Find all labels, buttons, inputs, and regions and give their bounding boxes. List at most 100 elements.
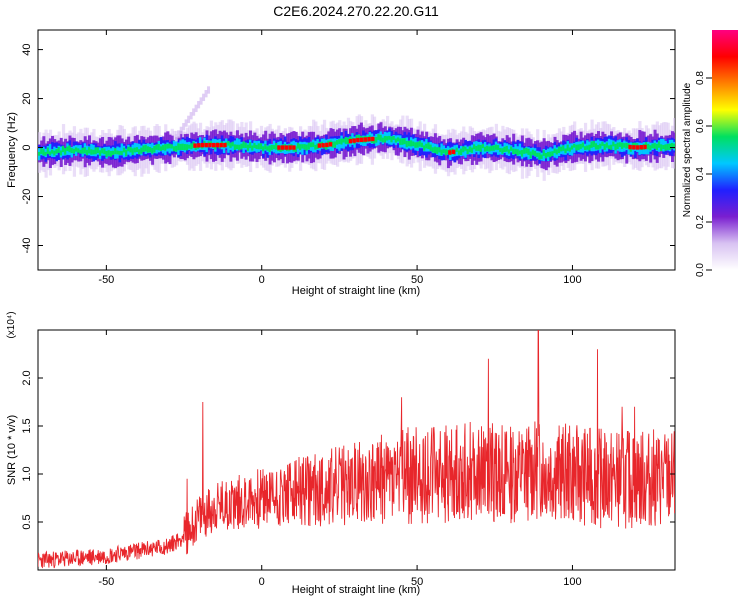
spectrogram-cell <box>107 150 110 156</box>
spectrogram-cell <box>464 146 467 151</box>
spectrogram-cell <box>309 142 313 148</box>
spectrogram-cell <box>146 146 149 153</box>
spectrogram-cell <box>168 143 171 149</box>
spectrogram-streak-cell <box>194 104 198 113</box>
spectrogram-cell <box>555 149 558 155</box>
spectrogram-cell <box>610 139 613 149</box>
spectrogram-cell <box>446 149 450 155</box>
spectrogram-cell <box>103 148 106 155</box>
spectrogram-streak-cell <box>174 134 178 142</box>
spectrogram-cell <box>270 144 273 151</box>
spectrogram-cell <box>436 147 439 154</box>
spectrogram-cell <box>307 142 310 150</box>
spectrogram-cell <box>344 136 347 144</box>
spectrogram-cell <box>46 147 49 155</box>
spectrogram-cell <box>235 144 239 150</box>
spectrogram-cell <box>92 149 95 155</box>
spectrogram-cell <box>185 144 189 151</box>
spectrogram-streak-cell <box>192 108 196 116</box>
spectrogram-cell <box>599 143 602 149</box>
spectrogram-peak-cell <box>325 142 329 148</box>
spectrogram-cell <box>666 143 669 150</box>
spectrogram-cell <box>401 138 404 145</box>
spectrogram-xtick-label: 50 <box>411 274 423 286</box>
spectrogram-cell <box>377 134 380 140</box>
spectrogram-cell <box>351 137 354 142</box>
spectrogram-cell <box>262 146 265 152</box>
spectrogram-peak-cell <box>363 137 368 142</box>
spectrogram-streak-cell <box>179 126 183 135</box>
spectrogram-cell <box>425 143 428 149</box>
spectrogram-cell <box>527 148 530 155</box>
spectrogram-cell <box>503 146 506 153</box>
spectrogram-cell <box>94 147 97 155</box>
colorbar-tick-label: 0.6 <box>695 119 706 133</box>
snr-xtick-label: 100 <box>563 576 581 588</box>
spectrogram-cell <box>566 144 569 151</box>
snr-xlabel: Height of straight line (km) <box>292 584 420 596</box>
spectrogram-cell <box>240 143 243 150</box>
spectrogram-peak-cell <box>284 145 289 150</box>
spectrogram-cell <box>175 145 178 152</box>
spectrogram-cell <box>466 148 469 155</box>
spectrogram-cell <box>164 144 167 151</box>
spectrogram-cell <box>122 147 126 153</box>
spectrogram-cell <box>473 144 476 150</box>
spectrogram-cell <box>616 142 619 150</box>
spectrogram-cell <box>294 142 298 151</box>
spectrogram-cell <box>583 146 587 151</box>
spectrogram-cell <box>525 147 528 154</box>
spectrogram-cell <box>605 142 608 148</box>
spectrogram-cell <box>533 150 537 156</box>
spectrogram-cell <box>105 150 108 158</box>
colorbar-strip <box>712 30 738 270</box>
colorbar-tick-label: 0.8 <box>695 71 706 85</box>
spectrogram-cell <box>257 143 260 150</box>
spectrogram-cell <box>303 144 306 150</box>
spectrogram-cell <box>233 144 236 150</box>
spectrogram-cell <box>235 138 239 151</box>
spectrogram-cell <box>568 147 571 152</box>
spectrogram-cell <box>127 146 130 152</box>
spectrogram-cell <box>70 148 73 153</box>
spectrogram-cell <box>138 143 141 154</box>
spectrogram-cell <box>386 136 389 141</box>
snr-xtick-label: 0 <box>259 576 265 588</box>
spectrogram-cell <box>331 141 334 148</box>
spectrogram-cell <box>483 146 487 152</box>
spectrogram-cell <box>570 145 574 150</box>
spectrogram-peak-cell <box>639 145 643 150</box>
snr-multiplier: (x10⁴) <box>6 311 17 338</box>
spectrogram-cell <box>657 141 661 148</box>
spectrogram-cell <box>48 151 52 156</box>
snr-xtick-label: -50 <box>98 576 114 588</box>
spectrogram-cell <box>98 150 102 156</box>
spectrogram-cell <box>57 146 60 153</box>
spectrogram-cell <box>592 144 596 152</box>
spectrogram-cell <box>53 150 56 156</box>
spectrogram-cell <box>342 138 345 149</box>
spectrogram-chart: -50 0 50 100 -40 -20 0 20 40 Height of straight … <box>6 29 676 297</box>
spectrogram-cell <box>346 137 350 145</box>
figure-title: C2E6.2024.270.22.20.G11 <box>273 3 439 19</box>
spectrogram-cell <box>512 148 515 155</box>
spectrogram-ytick-label: 20 <box>21 92 33 104</box>
spectrogram-cell <box>66 146 69 152</box>
spectrogram-cell <box>542 150 545 156</box>
colorbar-tick-label: 0.4 <box>695 167 706 181</box>
spectrogram-cell <box>455 147 458 152</box>
spectrogram-peak-cell <box>356 137 360 143</box>
spectrogram-cell <box>610 144 613 150</box>
spectrogram-cell <box>375 137 378 143</box>
spectrogram-cell <box>468 146 471 153</box>
spectrogram-cell <box>531 149 534 155</box>
spectrogram-cell <box>188 144 191 149</box>
spectrogram-cell <box>603 144 606 150</box>
spectrogram-cell <box>544 153 548 159</box>
spectrogram-cell <box>379 134 382 142</box>
spectrogram-cell <box>612 141 615 147</box>
spectrogram-cell <box>48 144 52 156</box>
spectrogram-cell <box>662 145 665 150</box>
spectrogram-cell <box>575 144 578 151</box>
spectrogram-streak-cell <box>202 93 206 102</box>
